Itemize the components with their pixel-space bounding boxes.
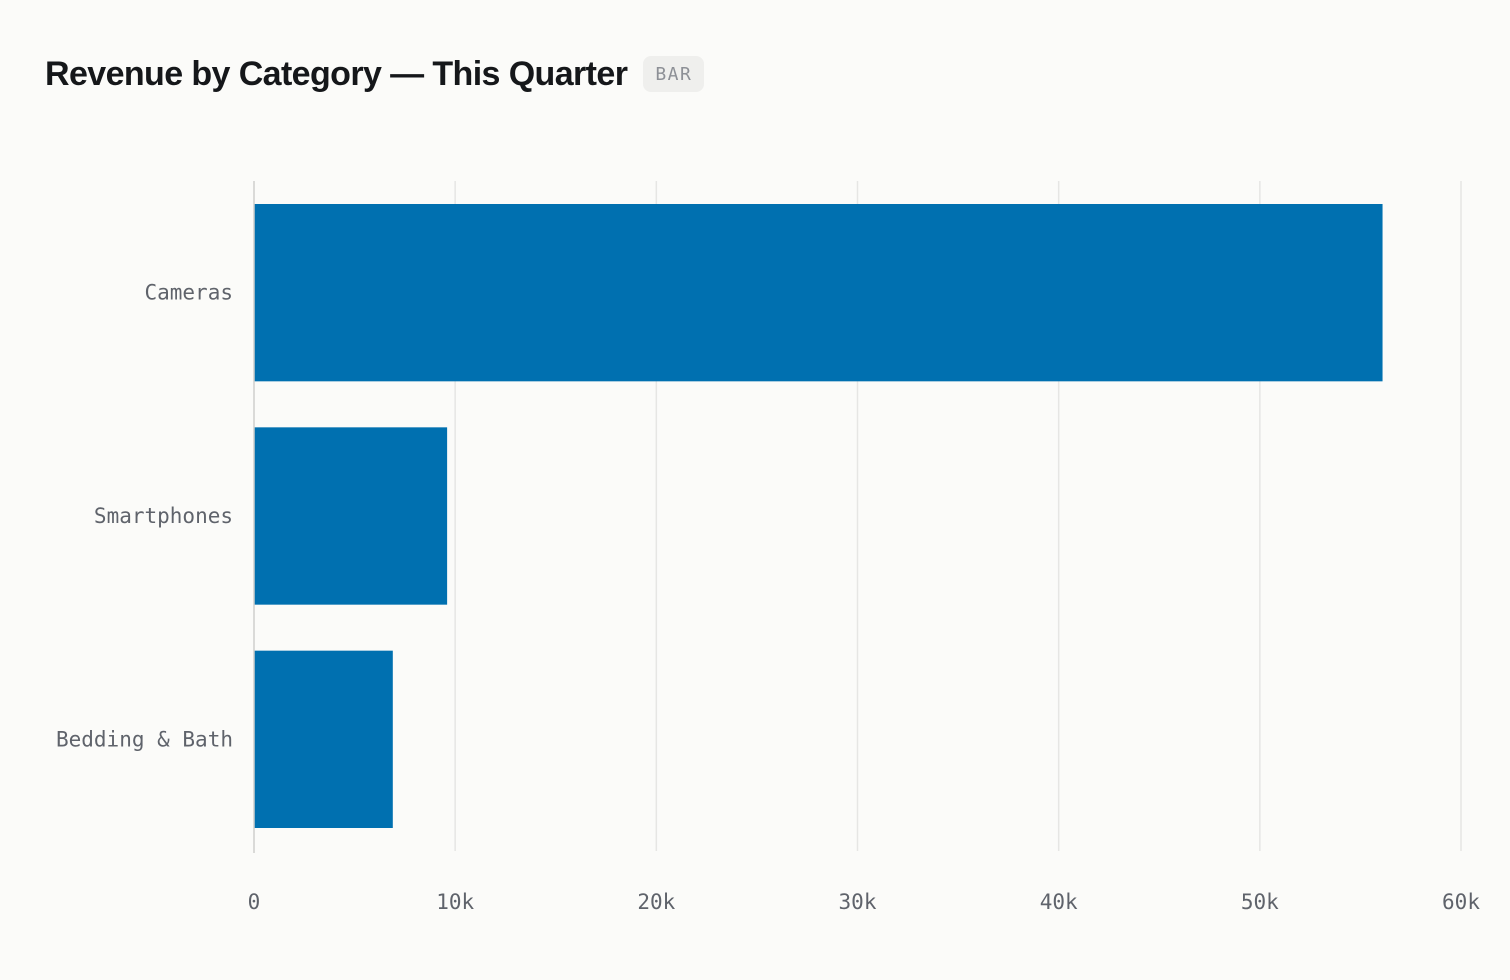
chart-title: Revenue by Category — This Quarter (45, 54, 628, 93)
x-tick-label: 30k (839, 890, 877, 914)
y-category-label: Bedding & Bath (56, 727, 233, 751)
x-tick-label: 20k (637, 890, 675, 914)
x-tick-label: 50k (1241, 890, 1279, 914)
x-tick-label: 0 (248, 890, 261, 914)
bar-smartphones (254, 427, 448, 605)
y-category-label: Smartphones (94, 504, 233, 528)
y-category-label: Cameras (144, 281, 233, 305)
labels: 0 10k 20k 30k 40k 50k 60k Cameras Smartphones Bed… (56, 281, 1480, 914)
bar-cameras (254, 204, 1383, 382)
x-tick-label: 40k (1040, 890, 1078, 914)
x-tick-label: 60k (1442, 890, 1480, 914)
bar-bedding-bath (254, 650, 393, 828)
chart-type-badge: BAR (643, 56, 705, 92)
chart-header: Revenue by Category — This Quarter BAR (45, 52, 705, 96)
x-tick-label: 10k (436, 890, 474, 914)
bars (254, 204, 1383, 828)
